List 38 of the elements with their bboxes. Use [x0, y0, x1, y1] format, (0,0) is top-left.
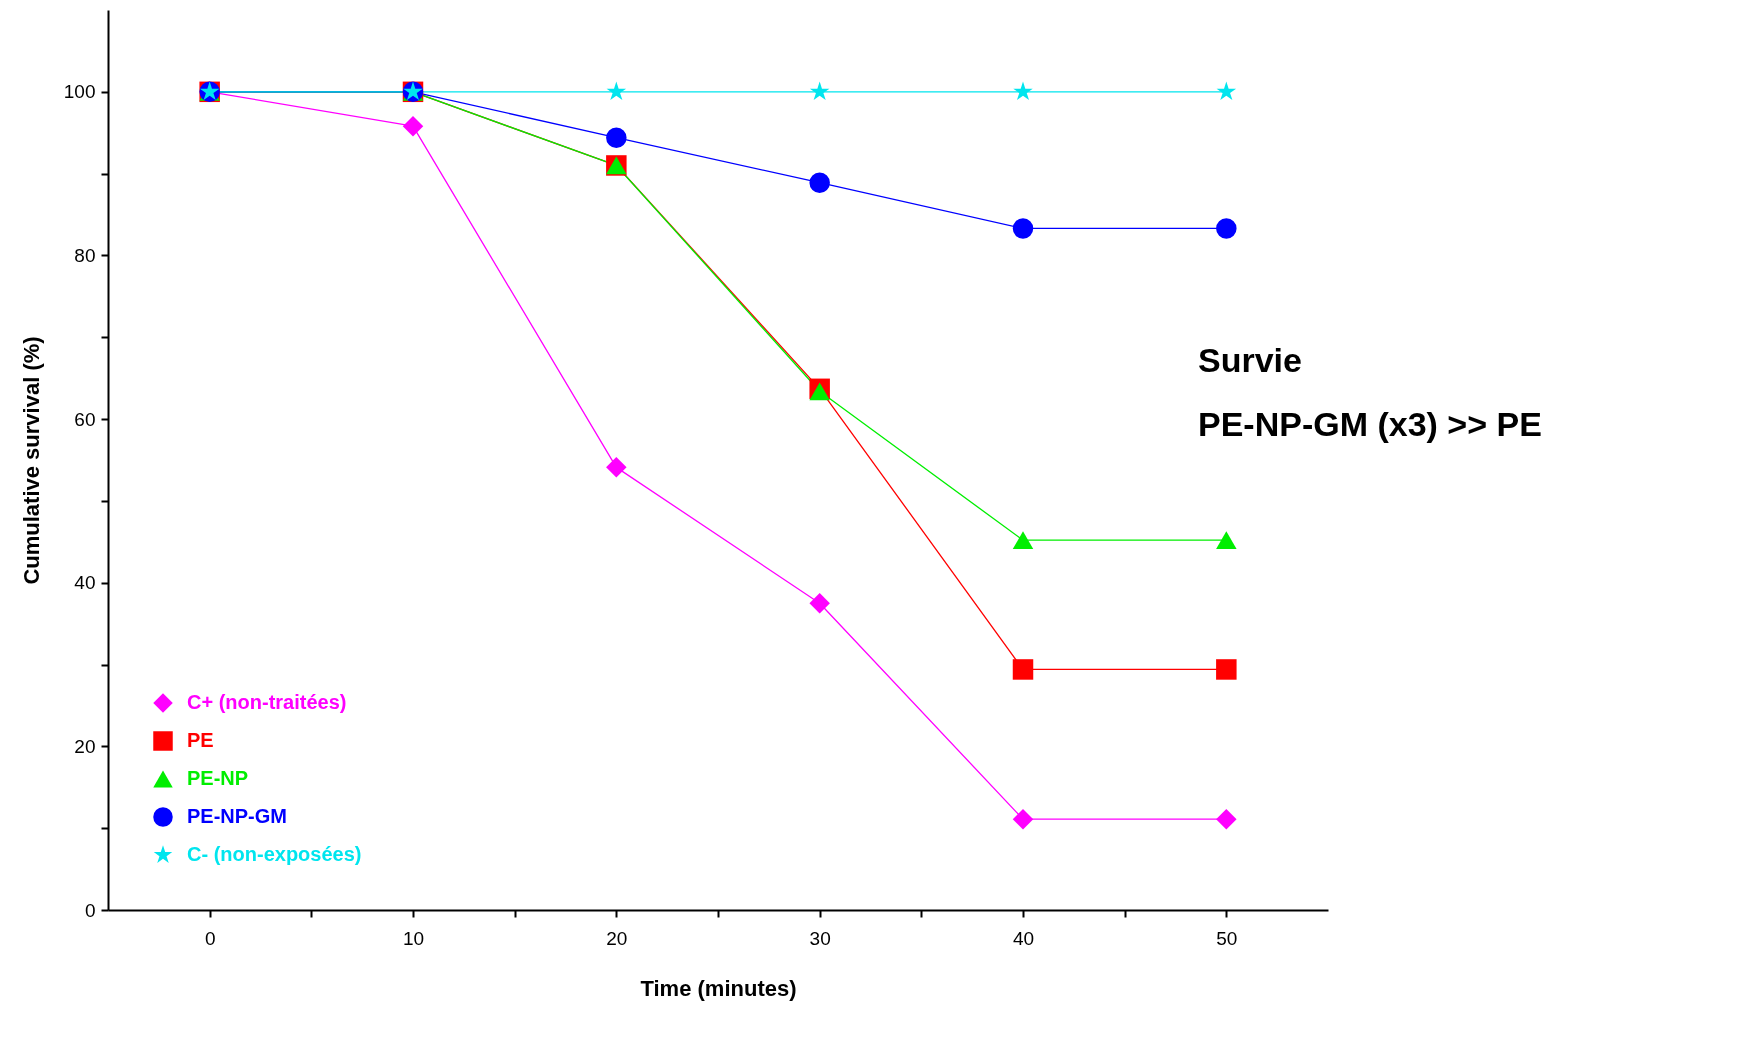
y-tick-label: 60	[74, 408, 96, 430]
x-tick-label: 10	[402, 927, 425, 949]
point	[1216, 531, 1237, 550]
point	[1012, 659, 1034, 680]
point	[809, 81, 830, 101]
point	[1216, 218, 1237, 239]
y-tick-label: 20	[74, 735, 96, 757]
x-tick-label: 0	[204, 927, 216, 949]
x-tick-label: 20	[606, 927, 628, 949]
x-tick-label: 40	[1012, 927, 1035, 949]
point	[1012, 218, 1034, 239]
point	[1012, 531, 1034, 550]
x-tick-label: 50	[1216, 927, 1238, 949]
point	[606, 81, 627, 101]
point	[1012, 808, 1034, 830]
y-tick-label: 100	[63, 81, 96, 103]
y-tick-label: 80	[74, 244, 96, 266]
point	[1216, 81, 1237, 101]
legend-label: PE-NP	[187, 767, 249, 789]
point	[1216, 659, 1237, 680]
x-tick-label: 30	[809, 927, 831, 949]
annotation: Survie	[1198, 341, 1302, 379]
point	[1013, 81, 1033, 101]
point	[606, 127, 627, 148]
x-axis-title: Time (minutes)	[640, 975, 797, 1001]
y-tick-label: 0	[84, 899, 96, 921]
y-axis-title: Cumulative survival (%)	[18, 336, 44, 585]
point	[1216, 808, 1237, 830]
point	[402, 115, 424, 137]
point	[809, 172, 830, 193]
annotation: PE-NP-GM (x3) >> PE	[1198, 405, 1542, 443]
legend-label: C+ (non-traitées)	[187, 691, 347, 713]
point	[606, 457, 627, 478]
legend-label: PE-NP-GM	[187, 805, 287, 827]
y-tick-label: 40	[74, 572, 96, 594]
legend-label: PE	[187, 729, 214, 751]
point	[809, 592, 830, 614]
legend-label: C- (non-exposées)	[187, 843, 362, 865]
